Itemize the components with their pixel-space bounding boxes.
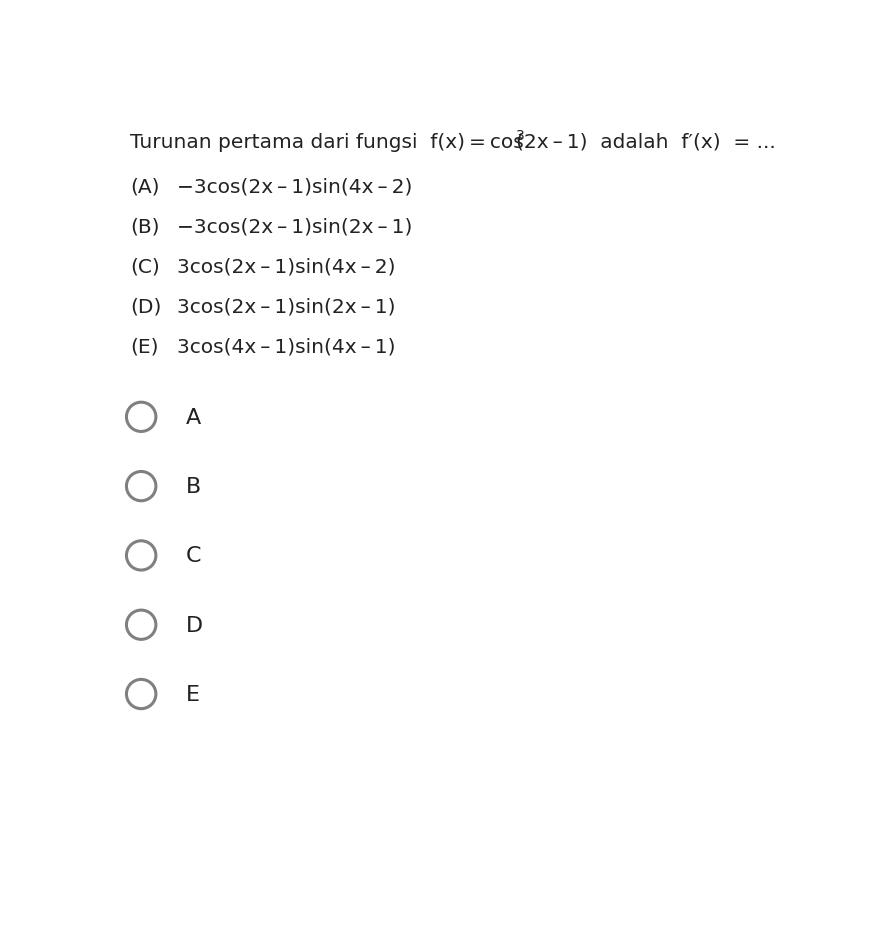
Text: 3cos(2x – 1)sin(4x – 2): 3cos(2x – 1)sin(4x – 2) [176, 257, 395, 276]
Text: (A): (A) [130, 177, 160, 197]
Text: Turunan pertama dari fungsi  f(x) = cos: Turunan pertama dari fungsi f(x) = cos [130, 133, 524, 151]
Text: (2x – 1)  adalah  f′(x)  = ...: (2x – 1) adalah f′(x) = ... [515, 133, 775, 151]
Text: (E): (E) [130, 337, 159, 356]
Text: −3cos(2x – 1)sin(2x – 1): −3cos(2x – 1)sin(2x – 1) [176, 217, 412, 236]
Text: D: D [186, 615, 203, 635]
Text: (D): (D) [130, 298, 162, 316]
Text: 3cos(4x – 1)sin(4x – 1): 3cos(4x – 1)sin(4x – 1) [176, 337, 395, 356]
Text: 3cos(2x – 1)sin(2x – 1): 3cos(2x – 1)sin(2x – 1) [176, 298, 395, 316]
Text: E: E [186, 684, 200, 705]
Text: B: B [186, 476, 202, 497]
Text: −3cos(2x – 1)sin(4x – 2): −3cos(2x – 1)sin(4x – 2) [176, 177, 412, 197]
Text: 3: 3 [515, 129, 524, 143]
Text: A: A [186, 407, 202, 427]
Text: (C): (C) [130, 257, 160, 276]
Text: (B): (B) [130, 217, 160, 236]
Text: C: C [186, 546, 202, 565]
